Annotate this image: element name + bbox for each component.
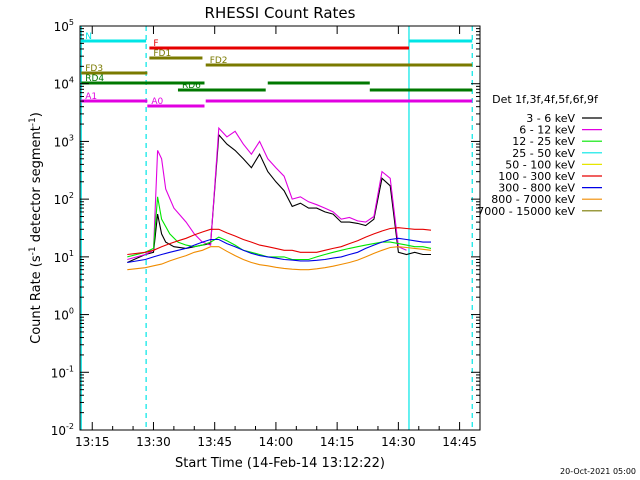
x-tick-label-0: 13:15 — [75, 435, 110, 449]
y-tick-label-5: 103 — [54, 133, 74, 149]
legend-label-2: 12 - 25 keV — [512, 135, 575, 148]
series-line-0 — [127, 133, 431, 264]
series-line-7 — [127, 246, 432, 271]
legend-label-7: 800 - 7000 keV — [491, 193, 575, 206]
legend-label-3: 25 - 50 keV — [512, 147, 575, 160]
y-tick-label-1: 10-1 — [51, 364, 74, 380]
x-axis-ticks: 13:15 13:30 13:45 14:00 14:15 14:30 14:45 — [75, 26, 481, 449]
flag-label-rd6: RD6 — [182, 81, 201, 91]
series-line-5 — [127, 227, 432, 256]
series-lines — [127, 126, 432, 271]
flag-label-a0: A0 — [151, 97, 163, 107]
x-tick-label-5: 14:30 — [381, 435, 416, 449]
y-tick-label-2: 100 — [54, 307, 74, 323]
flag-label-fd1: FD1 — [153, 49, 171, 59]
y-tick-label-3: 101 — [54, 249, 74, 265]
y-tick-label-4: 102 — [54, 191, 74, 207]
series-line-6 — [127, 237, 431, 264]
flag-label-rd4: RD4 — [85, 74, 104, 84]
flag-label-fd3: FD3 — [85, 64, 103, 74]
x-tick-label-4: 14:15 — [320, 435, 355, 449]
plot-frame — [79, 25, 481, 431]
y-axis-ticks: 10-2 10-1 100 101 102 103 104 105 — [51, 18, 480, 438]
timestamp: 20-Oct-2021 05:00 — [560, 467, 636, 476]
legend-label-8: 7000 - 15000 keV — [477, 205, 575, 218]
flag-label-n: N — [85, 32, 92, 42]
y-tick-label-7: 105 — [54, 18, 74, 34]
flag-label-fd2: FD2 — [210, 56, 228, 66]
y-axis-label: Count Rate (s-1 detector segment-1) — [28, 112, 44, 344]
legend-label-1: 6 - 12 keV — [519, 124, 575, 137]
flag-label-a1: A1 — [85, 92, 97, 102]
legend-label-0: 3 - 6 keV — [526, 112, 575, 125]
legend-label-6: 300 - 800 keV — [498, 182, 575, 195]
chart-title: RHESSI Count Rates — [205, 4, 356, 22]
x-tick-label-1: 13:30 — [136, 435, 171, 449]
plot-area — [80, 26, 473, 430]
legend-label-4: 50 - 100 keV — [505, 158, 575, 171]
legend-title: Det 1f,3f,4f,5f,6f,9f — [492, 93, 599, 106]
flag-label-f: F — [153, 39, 158, 49]
x-tick-label-3: 14:00 — [259, 435, 294, 449]
x-tick-label-6: 14:45 — [442, 435, 477, 449]
x-tick-label-2: 13:45 — [197, 435, 232, 449]
x-axis-label: Start Time (14-Feb-14 13:12:22) — [175, 456, 385, 471]
y-tick-label-6: 104 — [54, 76, 74, 92]
series-line-1 — [127, 126, 407, 261]
y-tick-label-0: 10-2 — [51, 422, 74, 438]
legend-label-5: 100 - 300 keV — [498, 170, 575, 183]
